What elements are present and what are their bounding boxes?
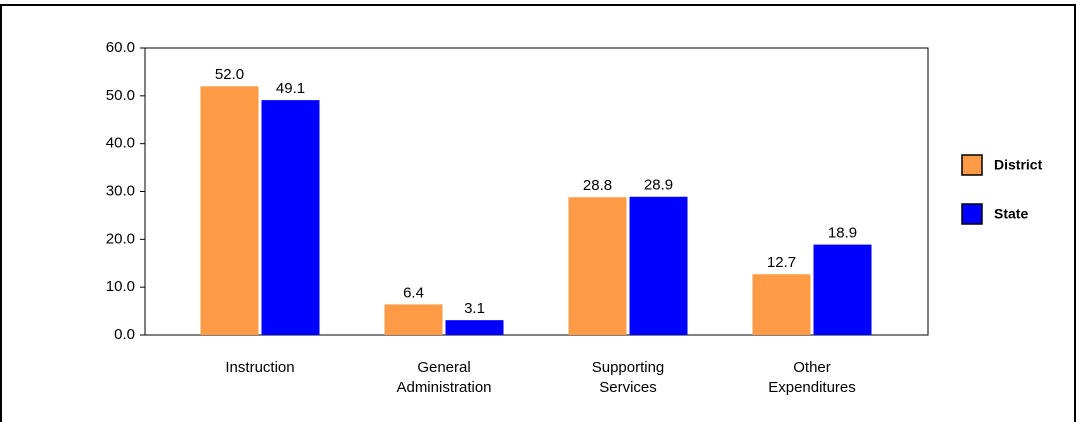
value-label: 3.1 [464,300,485,317]
bar [629,196,688,335]
value-label: 12.7 [767,254,796,271]
x-tick-label: Instruction [225,359,295,376]
x-tick-label: Supporting Services [591,359,665,396]
legend-swatch [961,203,983,225]
value-label: 18.9 [828,225,857,242]
frame [0,4,1076,422]
legend-swatch [961,154,983,176]
bar [445,320,504,335]
y-tick-label: 20.0 [106,230,135,247]
y-tick-label: 50.0 [106,87,135,104]
value-label: 49.1 [276,80,305,97]
legend-label: State [994,206,1028,222]
value-label: 52.0 [215,66,244,83]
bar [568,197,627,335]
bar [813,244,872,335]
value-label: 28.9 [644,177,673,194]
value-label: 28.8 [583,177,612,194]
value-label: 6.4 [403,284,424,301]
x-tick-label: General Administration [396,359,492,396]
y-tick-label: 40.0 [106,135,135,152]
bar [200,86,259,336]
bar [261,100,320,335]
y-tick-label: 30.0 [106,182,135,199]
y-tick-label: 10.0 [106,278,135,295]
y-tick-label: 0.0 [114,326,135,343]
legend-label: District [994,157,1043,173]
y-tick-label: 60.0 [106,39,135,56]
bar [752,274,811,335]
bar [384,304,443,335]
x-tick-label: Other Expenditures [768,359,856,396]
